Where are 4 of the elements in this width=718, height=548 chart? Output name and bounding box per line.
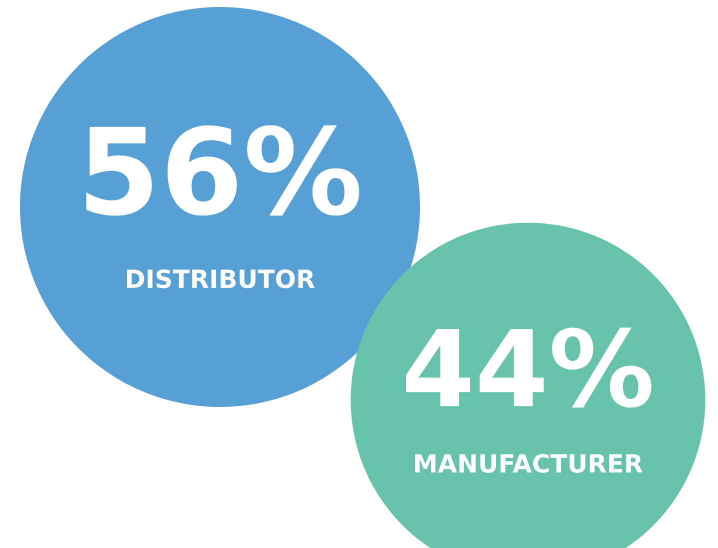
data-label: 56% (86, 125, 360, 216)
data-label: 44% (406, 328, 652, 408)
category-label: MANUFACTURER (415, 454, 643, 473)
category-label: DISTRIBUTOR (127, 269, 315, 288)
